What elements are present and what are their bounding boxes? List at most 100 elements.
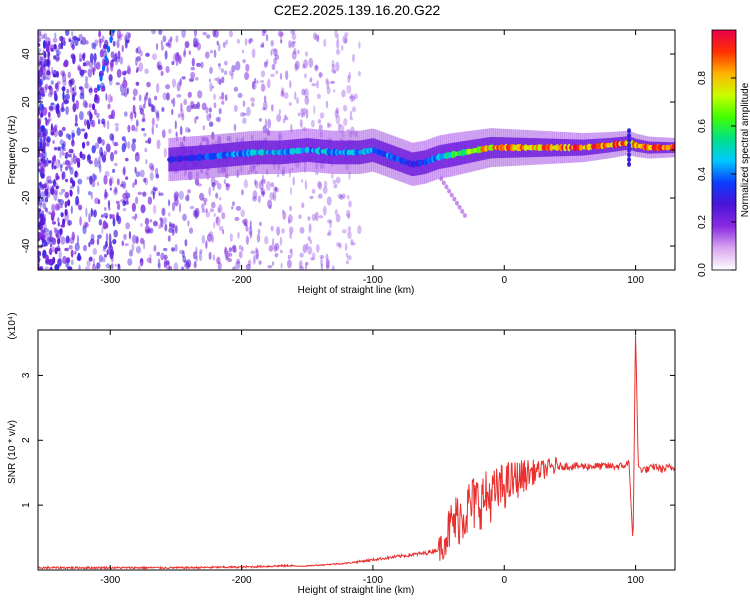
noise-blob: [80, 73, 84, 78]
noise-blob: [261, 187, 264, 198]
noise-blob: [121, 44, 124, 53]
noise-blob: [345, 252, 349, 258]
noise-blob: [319, 254, 325, 259]
noise-blob: [64, 201, 68, 208]
noise-blob: [214, 77, 219, 81]
noise-blob: [152, 53, 157, 61]
noise-blob: [45, 37, 51, 44]
noise-blob: [77, 178, 83, 185]
noise-blob: [181, 30, 186, 38]
streak-blob: [49, 266, 53, 270]
noise-blob: [76, 127, 81, 136]
noise-blob: [307, 246, 313, 255]
noise-blob: [38, 83, 42, 92]
noise-blob: [64, 155, 68, 159]
noise-blob: [62, 161, 66, 166]
streak-blob: [89, 112, 93, 120]
noise-blob: [83, 244, 87, 252]
noise-blob: [165, 84, 171, 90]
x-tick-label: 0: [501, 575, 507, 586]
noise-blob: [114, 150, 118, 155]
noise-blob: [44, 242, 49, 247]
noise-blob: [165, 65, 170, 74]
noise-blob: [284, 114, 287, 119]
noise-blob: [39, 202, 43, 208]
noise-blob: [38, 37, 41, 43]
noise-blob: [139, 257, 144, 267]
noise-blob: [233, 86, 239, 92]
noise-blob: [250, 97, 256, 103]
noise-blob: [93, 61, 97, 72]
noise-blob: [50, 44, 55, 52]
noise-blob: [56, 47, 60, 57]
noise-blob: [316, 35, 320, 43]
y-tick-label: 3: [21, 372, 32, 378]
noise-blob: [305, 108, 309, 119]
noise-blob: [68, 219, 71, 226]
streak-blob: [111, 30, 116, 34]
noise-blob: [70, 39, 74, 48]
noise-blob: [64, 191, 70, 199]
noise-blob: [82, 62, 87, 67]
noise-blob: [61, 126, 66, 132]
noise-blob: [152, 204, 157, 215]
noise-blob: [40, 229, 46, 234]
noise-blob: [326, 259, 330, 269]
noise-blob: [317, 180, 322, 188]
noise-blob: [248, 38, 252, 45]
noise-blob: [52, 221, 56, 225]
noise-blob: [52, 73, 57, 78]
noise-blob: [352, 53, 355, 63]
noise-blob: [291, 51, 297, 60]
noise-blob: [313, 32, 317, 40]
noise-blob: [225, 254, 228, 261]
noise-blob: [51, 203, 56, 213]
noise-blob: [336, 48, 340, 56]
noise-blob: [304, 96, 310, 105]
spike-blob: [627, 137, 632, 143]
noise-blob: [63, 40, 66, 46]
tail-blob: [444, 184, 449, 190]
noise-blob: [174, 191, 179, 199]
noise-blob: [281, 228, 285, 234]
noise-blob: [331, 173, 334, 179]
noise-blob: [74, 122, 79, 127]
noise-blob: [108, 245, 114, 251]
noise-blob: [322, 186, 328, 194]
noise-blob: [266, 58, 269, 65]
noise-blob: [100, 214, 104, 218]
noise-blob: [183, 260, 188, 264]
noise-blob: [132, 88, 138, 97]
noise-blob: [312, 252, 316, 261]
noise-blob: [242, 219, 247, 224]
noise-blob: [117, 203, 121, 211]
noise-blob: [94, 108, 97, 116]
y-tick-label: -40: [21, 238, 32, 253]
noise-blob: [270, 182, 275, 188]
noise-blob: [115, 82, 120, 86]
noise-blob: [282, 118, 286, 124]
noise-blob: [101, 139, 105, 146]
noise-blob: [341, 193, 346, 200]
noise-blob: [188, 50, 191, 56]
tail-blob: [460, 209, 465, 214]
noise-blob: [141, 118, 146, 123]
noise-blob: [235, 205, 242, 211]
noise-blob: [149, 172, 154, 181]
noise-blob: [280, 87, 285, 94]
noise-blob: [113, 53, 118, 62]
noise-blob: [82, 224, 87, 235]
noise-blob: [305, 261, 308, 270]
noise-blob: [131, 124, 136, 132]
noise-blob: [246, 106, 251, 117]
noise-blob: [178, 202, 182, 213]
streak-blob: [59, 228, 63, 236]
noise-blob: [124, 40, 128, 49]
noise-blob: [160, 218, 164, 228]
noise-blob: [85, 207, 88, 218]
noise-blob: [345, 260, 349, 265]
noise-blob: [239, 112, 245, 117]
noise-blob: [105, 93, 108, 101]
noise-blob: [159, 217, 163, 221]
noise-blob: [167, 235, 171, 242]
